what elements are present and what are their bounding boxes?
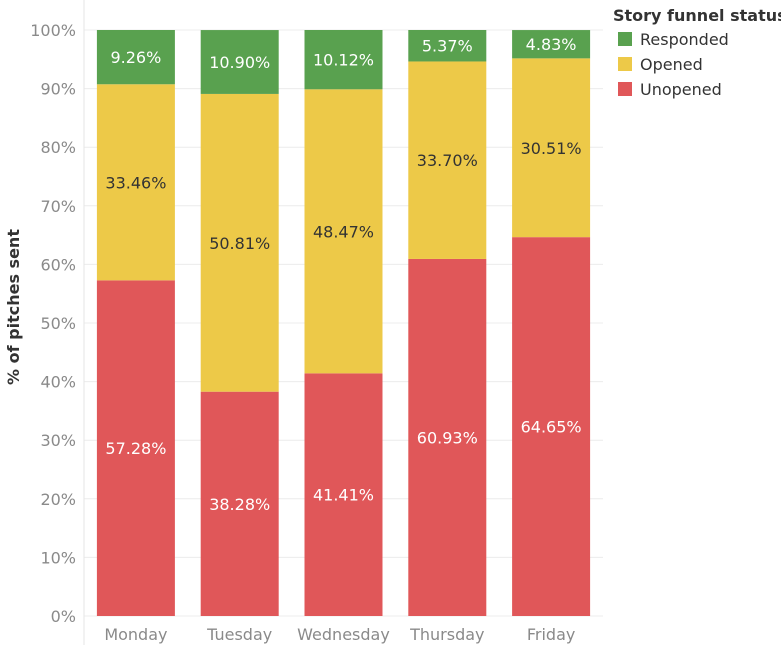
x-category-label: Wednesday [297,625,390,644]
bar-segment-unopened [304,373,383,616]
legend-swatch-opened [618,57,632,71]
data-label: 41.41% [313,486,374,505]
data-label: 10.90% [209,53,270,72]
y-tick-label: 40% [40,373,76,392]
legend-swatch-unopened [618,82,632,96]
bar-segment-unopened [200,391,279,616]
data-label: 4.83% [526,35,577,54]
y-tick-label: 100% [30,21,76,40]
bar-segment-responded [408,30,487,62]
bar-segment-opened [200,93,279,392]
x-category-label: Friday [527,625,576,644]
data-label: 33.46% [105,173,166,192]
y-tick-label: 0% [51,607,76,626]
data-label: 50.81% [209,234,270,253]
data-label: 64.65% [521,418,582,437]
y-tick-label: 90% [40,80,76,99]
y-tick-label: 20% [40,490,76,509]
bar-segment-responded [200,30,279,94]
bars: 57.28% 33.46% 9.26% 38.28% 50.81% 10.90% 41.41… [96,30,591,616]
data-label: 30.51% [521,139,582,158]
x-category-label: Monday [104,625,167,644]
bar-segment-responded [512,30,591,59]
data-label: 5.37% [422,37,473,56]
x-category-label: Tuesday [206,625,272,644]
bar-segment-opened [96,84,175,281]
bar-segment-opened [512,58,591,238]
bar-segment-unopened [96,280,175,616]
bar-segment-unopened [408,258,487,616]
y-tick-label: 10% [40,548,76,567]
legend-item-label: Opened [640,55,703,74]
legend-swatch-responded [618,32,632,46]
legend-title: Story funnel status [613,6,781,25]
y-tick-label: 70% [40,197,76,216]
x-axis-categories: Monday Tuesday Wednesday Thursday Friday [104,625,575,644]
bar-segment-unopened [512,237,591,616]
legend: Story funnel status Responded Opened Unope… [613,6,781,99]
bar-segment-responded [304,30,383,90]
bar-segment-opened [408,61,487,259]
data-label: 10.12% [313,51,374,70]
y-tick-label: 80% [40,138,76,157]
legend-item-label: Responded [640,30,729,49]
data-label: 48.47% [313,222,374,241]
data-label: 60.93% [417,428,478,447]
legend-item-label: Unopened [640,80,722,99]
y-axis-label: % of pitches sent [4,229,23,385]
y-tick-label: 50% [40,314,76,333]
bar-segment-responded [96,30,175,85]
x-category-label: Thursday [409,625,484,644]
data-label: 33.70% [417,151,478,170]
y-axis-ticks: 0% 10% 20% 30% 40% 50% 60% 70% 80% 90% 100% [30,21,76,626]
data-label: 38.28% [209,495,270,514]
y-tick-label: 60% [40,255,76,274]
data-label: 57.28% [105,439,166,458]
data-label: 9.26% [110,48,161,67]
bar-segment-opened [304,89,383,374]
y-tick-label: 30% [40,431,76,450]
